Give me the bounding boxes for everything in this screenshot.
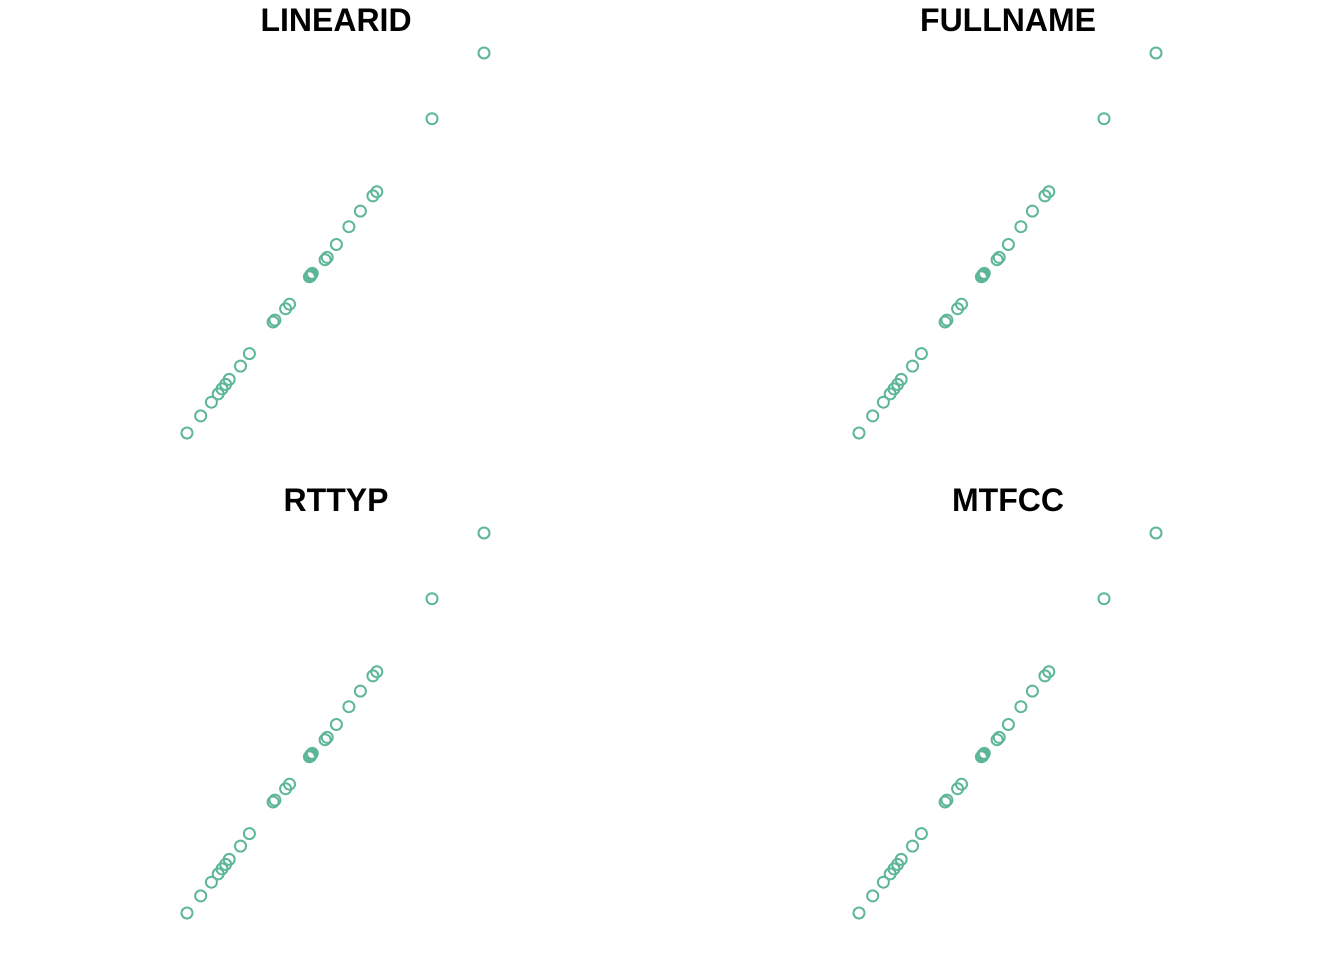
scatter-point [343,221,354,232]
scatter-point [1027,206,1038,217]
points-layer [182,48,490,439]
scatter-point [195,410,206,421]
scatter-point [331,719,342,730]
panel-title: FULLNAME [920,2,1096,38]
scatter-point [1015,701,1026,712]
scatter-point [343,701,354,712]
scatter-point [427,593,438,604]
scatter-point [244,828,255,839]
scatter-point [1151,48,1162,59]
scatter-point [867,890,878,901]
scatter-point [916,348,927,359]
panel-mtfcc: MTFCC [854,482,1162,919]
points-layer [854,48,1162,439]
scatter-point [1003,719,1014,730]
scatter-point [235,361,246,372]
scatter-point [244,348,255,359]
scatter-point [195,890,206,901]
scatter-point [867,410,878,421]
scatter-point [1099,113,1110,124]
points-layer [182,528,490,919]
panel-title: MTFCC [952,482,1064,518]
scatter-point [235,841,246,852]
scatter-point [1003,239,1014,250]
scatter-point [355,206,366,217]
panel-rttyp: RTTYP [182,482,490,919]
panel-title: RTTYP [284,482,389,518]
scatter-point [479,48,490,59]
scatter-point [1151,528,1162,539]
panel-title: LINEARID [260,2,411,38]
scatter-point [854,428,865,439]
scatter-point [427,113,438,124]
scatter-point [907,361,918,372]
scatter-point [479,528,490,539]
scatter-point [1015,221,1026,232]
scatter-point [1027,686,1038,697]
scatter-point [355,686,366,697]
scatter-point [182,908,193,919]
panel-fullname: FULLNAME [854,2,1162,439]
points-layer [854,528,1162,919]
scatter-point [907,841,918,852]
scatter-point [182,428,193,439]
scatter-point [854,908,865,919]
scatter-point [916,828,927,839]
panel-linearid: LINEARID [182,2,490,439]
scatter-point [1099,593,1110,604]
scatter-point [331,239,342,250]
